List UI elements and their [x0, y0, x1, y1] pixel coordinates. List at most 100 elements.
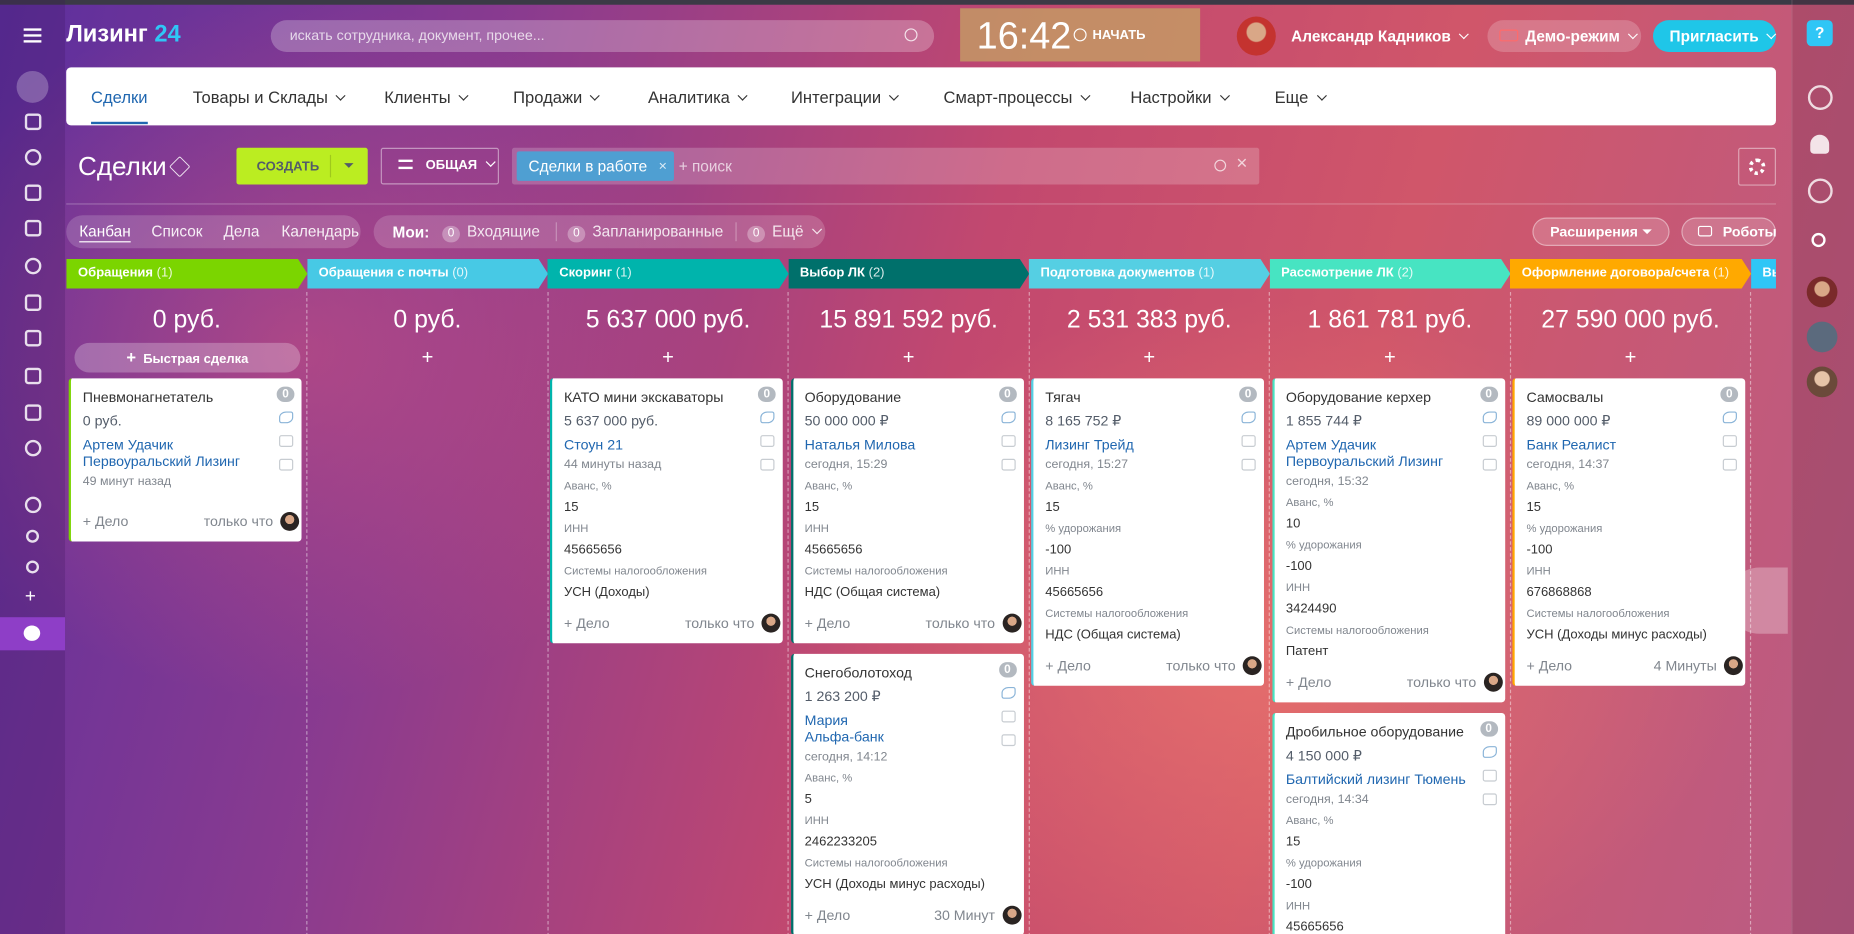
chat-icon[interactable]: [1000, 734, 1016, 747]
contact-link[interactable]: Первоуральский Лизинг: [82, 452, 241, 470]
contact-link[interactable]: Балтийский лизинг Тюмень: [1285, 770, 1466, 788]
call-icon[interactable]: [760, 411, 775, 424]
help-button[interactable]: ?: [1806, 20, 1833, 47]
preset-button[interactable]: ОБЩАЯ: [380, 147, 499, 185]
chat-icon[interactable]: [1722, 458, 1737, 471]
mail-icon[interactable]: [1000, 710, 1016, 723]
call-icon[interactable]: [1722, 411, 1737, 424]
add-deal[interactable]: +: [1143, 346, 1156, 369]
sidebar-icon[interactable]: [24, 219, 42, 237]
chat-icon[interactable]: [1000, 458, 1016, 471]
mail-icon[interactable]: [1482, 769, 1497, 782]
deal-card[interactable]: Пневмонагнетатель 0 руб. Артем Удачик Перво…: [68, 378, 302, 542]
menu-item[interactable]: Товары и Склады: [193, 87, 346, 106]
contact-link[interactable]: Наталья Милова: [804, 436, 916, 453]
mail-icon[interactable]: [760, 435, 775, 447]
time-widget[interactable]: 16:42 НАЧАТЬ: [960, 8, 1201, 62]
sidebar-icon[interactable]: [24, 496, 42, 514]
filter-tag[interactable]: Сделки в работе ×: [516, 151, 674, 181]
mail-icon[interactable]: [1722, 435, 1737, 447]
mail-icon[interactable]: [1000, 435, 1016, 447]
deal-card[interactable]: Снегоболотоход 1 263 200 ₽ Мария Альфа-банк…: [790, 653, 1024, 934]
deal-card[interactable]: Оборудование керхер 1 855 744 ₽ Артем Удач…: [1271, 378, 1505, 703]
menu-item[interactable]: Сделки: [91, 87, 148, 125]
invite-button[interactable]: Пригласить: [1652, 20, 1777, 53]
extensions-button[interactable]: Расширения: [1532, 217, 1670, 246]
deal-card[interactable]: Дробильное оборудование 4 150 000 ₽ Балтий…: [1271, 712, 1505, 934]
add-activity[interactable]: + Дело: [564, 614, 610, 632]
sidebar-icon[interactable]: [24, 329, 42, 347]
add-activity[interactable]: + Дело: [1045, 657, 1091, 674]
counter-item[interactable]: 0 Ещё: [747, 222, 822, 243]
contact-link[interactable]: Первоуральский Лизинг: [1285, 452, 1444, 470]
call-icon[interactable]: [279, 411, 294, 424]
scroll-right[interactable]: [1726, 567, 1788, 634]
chat-icon[interactable]: [1482, 793, 1497, 806]
call-icon[interactable]: [1482, 411, 1497, 424]
sidebar-icon[interactable]: [24, 184, 42, 202]
group-avatar[interactable]: [1806, 321, 1838, 353]
contact-link[interactable]: Стоун 21: [564, 436, 623, 453]
chat-icon[interactable]: [760, 458, 775, 471]
user-avatar[interactable]: [1236, 16, 1276, 56]
call-icon[interactable]: [1482, 746, 1497, 758]
add-activity[interactable]: + Дело: [82, 513, 129, 530]
menu-item[interactable]: Аналитика: [648, 87, 748, 106]
sidebar-icon[interactable]: [1807, 178, 1833, 204]
view-tab[interactable]: Список: [151, 222, 203, 241]
menu-item[interactable]: Клиенты: [384, 87, 469, 106]
filter-field[interactable]: Сделки в работе × + поиск ×: [511, 147, 1260, 185]
chat-icon[interactable]: [279, 458, 294, 471]
sidebar-icon[interactable]: [24, 404, 42, 421]
sidebar-crown[interactable]: [0, 617, 66, 651]
avatar[interactable]: [1806, 366, 1838, 398]
contact-link[interactable]: Банк Реалист: [1526, 436, 1617, 453]
sidebar-active[interactable]: [16, 70, 49, 103]
add-activity[interactable]: + Дело: [1526, 657, 1573, 674]
contact-link[interactable]: Лизинг Трейд: [1045, 436, 1134, 453]
menu-item[interactable]: Еще: [1275, 87, 1327, 106]
counter-item[interactable]: 0 Запланированные: [567, 222, 723, 243]
add-deal[interactable]: +: [662, 346, 674, 369]
sidebar-icon[interactable]: [1807, 85, 1833, 110]
contact-link[interactable]: Альфа-банк: [804, 728, 884, 745]
add-deal[interactable]: +: [1624, 346, 1637, 369]
mail-icon[interactable]: [1241, 435, 1256, 447]
sidebar-icon[interactable]: [24, 113, 42, 131]
sidebar-icon[interactable]: [24, 439, 42, 457]
create-button[interactable]: СОЗДАТЬ: [236, 147, 368, 185]
avatar[interactable]: [1806, 276, 1838, 308]
contact-link[interactable]: Артем Удачик: [1285, 436, 1377, 453]
add-activity[interactable]: + Дело: [804, 614, 851, 632]
user-menu[interactable]: Александр Кадников: [1291, 27, 1469, 45]
sidebar-icon[interactable]: [24, 294, 42, 311]
deal-card[interactable]: КАТО мини экскаваторы 5 637 000 руб. Стоун…: [549, 378, 783, 644]
menu-item[interactable]: Смарт-процессы: [944, 87, 1091, 106]
chat-icon[interactable]: [1482, 458, 1497, 471]
contact-link[interactable]: Мария: [804, 711, 849, 729]
sidebar-add[interactable]: +: [24, 586, 36, 607]
add-activity[interactable]: + Дело: [1285, 673, 1332, 691]
notifications-icon[interactable]: [1810, 134, 1830, 154]
chat-icon[interactable]: [1241, 458, 1256, 471]
sidebar-icon[interactable]: [26, 560, 40, 574]
settings-button[interactable]: [1738, 147, 1776, 186]
call-icon[interactable]: [1241, 411, 1256, 424]
call-icon[interactable]: [1000, 411, 1016, 424]
deal-card[interactable]: Самосвалы 89 000 000 ₽ Банк Реалист сегодня…: [1512, 378, 1746, 686]
robots-button[interactable]: Роботы: [1681, 217, 1777, 246]
sidebar-icon[interactable]: [24, 257, 42, 275]
mail-icon[interactable]: [1482, 435, 1497, 447]
search-box[interactable]: искать сотрудника, документ, прочее...: [270, 20, 935, 53]
menu-item[interactable]: Продажи: [513, 87, 601, 106]
add-deal[interactable]: +: [421, 346, 434, 369]
favorite-star[interactable]: [169, 156, 191, 178]
menu-icon[interactable]: [23, 28, 42, 43]
menu-item[interactable]: Интеграции: [791, 87, 900, 106]
add-deal[interactable]: +: [902, 346, 915, 369]
logo[interactable]: Лизинг 24: [66, 21, 180, 48]
sidebar-icon[interactable]: [24, 148, 42, 166]
view-tab[interactable]: Календарь: [281, 222, 360, 241]
add-deal[interactable]: +: [1384, 346, 1396, 369]
deal-card[interactable]: Оборудование 50 000 000 ₽ Наталья Милова се…: [790, 378, 1024, 644]
